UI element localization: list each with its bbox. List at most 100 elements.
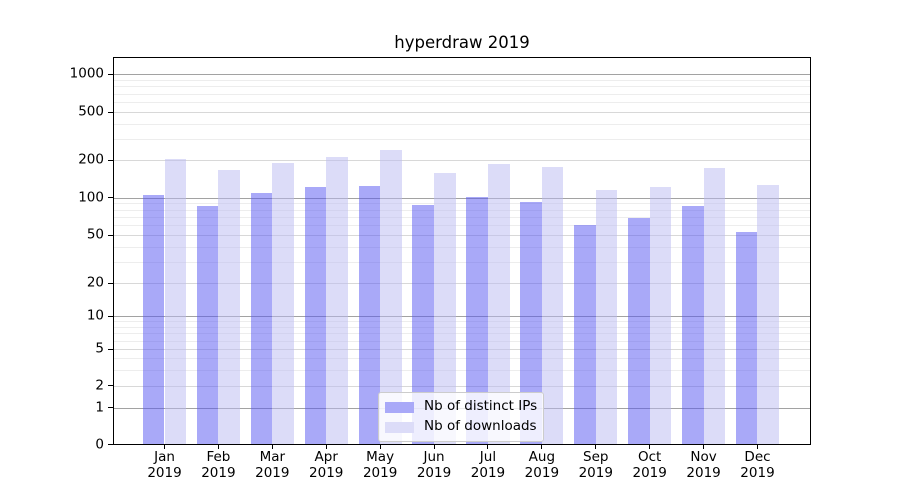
bar-distinct-ips-apr	[304, 187, 327, 444]
x-tick-label: Feb 2019	[182, 449, 254, 481]
x-tick-label: Dec 2019	[721, 449, 793, 481]
legend-item: Nb of distinct IPs	[385, 397, 543, 417]
major-gridline	[114, 385, 810, 387]
minor-gridline	[114, 333, 810, 335]
x-tick-month: Aug	[528, 449, 556, 465]
bar-downloads-dec	[757, 184, 780, 444]
major-gridline	[114, 160, 810, 161]
y-tick-label: 5	[95, 340, 104, 357]
bar-distinct-ips-jun	[412, 204, 435, 444]
y-tick-label: 2	[95, 376, 104, 393]
bar-downloads-feb	[218, 169, 240, 444]
x-tick-mark	[217, 445, 219, 449]
major-gridline	[114, 283, 810, 285]
x-tick-mark	[703, 445, 705, 449]
y-tick-mark	[108, 348, 113, 350]
y-tick-label: 10	[86, 307, 104, 324]
x-tick-year: 2019	[740, 464, 775, 481]
x-tick-year: 2019	[470, 464, 506, 481]
x-tick-year: 2019	[578, 464, 613, 481]
x-tick-month: Feb	[206, 449, 231, 465]
x-tick-year: 2019	[147, 464, 182, 481]
x-tick-label: Mar 2019	[236, 449, 308, 481]
x-tick-month: Apr	[314, 449, 338, 465]
y-tick-mark	[108, 234, 113, 236]
y-tick-mark	[108, 197, 113, 199]
minor-gridline	[114, 321, 810, 323]
minor-gridline	[114, 102, 810, 103]
x-tick-label: Jun 2019	[398, 449, 470, 481]
x-tick-year: 2019	[416, 464, 452, 481]
minor-gridline	[114, 93, 810, 95]
y-tick-label: 0	[95, 435, 104, 452]
legend-swatch-distinct-ips	[385, 401, 414, 413]
x-tick-label: Oct 2019	[614, 449, 686, 481]
x-tick-month: Oct	[638, 449, 662, 465]
bar-downloads-aug	[541, 167, 564, 444]
y-tick-mark	[108, 315, 113, 317]
plot-area	[113, 57, 811, 445]
major-gridline	[114, 235, 810, 236]
x-tick-month: Jul	[479, 449, 497, 465]
minor-gridline	[114, 209, 810, 211]
y-tick-mark	[108, 159, 113, 161]
x-tick-label: May 2019	[344, 449, 416, 481]
bar-distinct-ips-mar	[250, 193, 273, 444]
x-tick-mark	[487, 445, 489, 449]
bar-downloads-apr	[326, 157, 348, 444]
minor-gridline	[114, 138, 810, 140]
x-tick-year: 2019	[632, 464, 667, 481]
x-tick-year: 2019	[255, 464, 290, 481]
bar-distinct-ips-sep	[574, 225, 596, 444]
x-tick-label: Jul 2019	[452, 449, 524, 481]
minor-gridline	[114, 216, 810, 218]
y-tick-mark	[108, 282, 113, 284]
bar-downloads-may	[380, 150, 402, 444]
bar-downloads-jan	[164, 158, 187, 444]
y-tick-label: 100	[78, 188, 104, 205]
x-tick-mark	[595, 445, 597, 449]
bar-distinct-ips-oct	[628, 218, 650, 444]
x-tick-mark	[756, 445, 758, 449]
y-tick-label: 200	[78, 151, 104, 168]
x-tick-label: Aug 2019	[506, 449, 578, 481]
minor-gridline	[114, 261, 810, 263]
x-tick-mark	[649, 445, 651, 449]
x-tick-mark	[164, 445, 165, 449]
major-gridline	[114, 316, 810, 317]
bar-downloads-jul	[487, 163, 510, 444]
x-tick-label: Apr 2019	[290, 449, 362, 481]
x-tick-mark	[325, 445, 327, 449]
bar-distinct-ips-jan	[142, 194, 165, 444]
x-tick-month: May	[366, 449, 395, 465]
y-tick-label: 500	[78, 103, 104, 120]
y-tick-label: 20	[86, 274, 104, 291]
x-tick-month: Sep	[583, 449, 609, 465]
x-tick-mark	[271, 445, 273, 449]
x-tick-month: Jan	[154, 449, 175, 465]
bar-downloads-jun	[434, 172, 456, 444]
x-tick-label: Jan 2019	[129, 449, 201, 481]
x-tick-label: Sep 2019	[560, 449, 632, 481]
y-tick-mark	[108, 111, 113, 113]
x-tick-year: 2019	[524, 464, 560, 481]
legend-label: Nb of distinct IPs	[424, 398, 538, 415]
bar-distinct-ips-jul	[466, 196, 488, 444]
minor-gridline	[114, 246, 810, 248]
bar-downloads-oct	[649, 186, 672, 444]
minor-gridline	[114, 79, 810, 81]
x-tick-month: Nov	[690, 449, 717, 465]
bar-downloads-nov	[703, 168, 726, 444]
x-tick-year: 2019	[201, 464, 236, 481]
x-tick-mark	[379, 445, 381, 449]
bar-distinct-ips-feb	[196, 206, 219, 444]
bar-distinct-ips-nov	[681, 206, 704, 444]
minor-gridline	[114, 203, 810, 205]
y-tick-mark	[108, 73, 113, 75]
legend: Nb of distinct IPs Nb of downloads	[378, 392, 544, 442]
major-gridline	[114, 112, 810, 113]
x-tick-label: Nov 2019	[668, 449, 740, 481]
x-tick-month: Dec	[744, 449, 771, 465]
x-tick-mark	[541, 445, 543, 449]
